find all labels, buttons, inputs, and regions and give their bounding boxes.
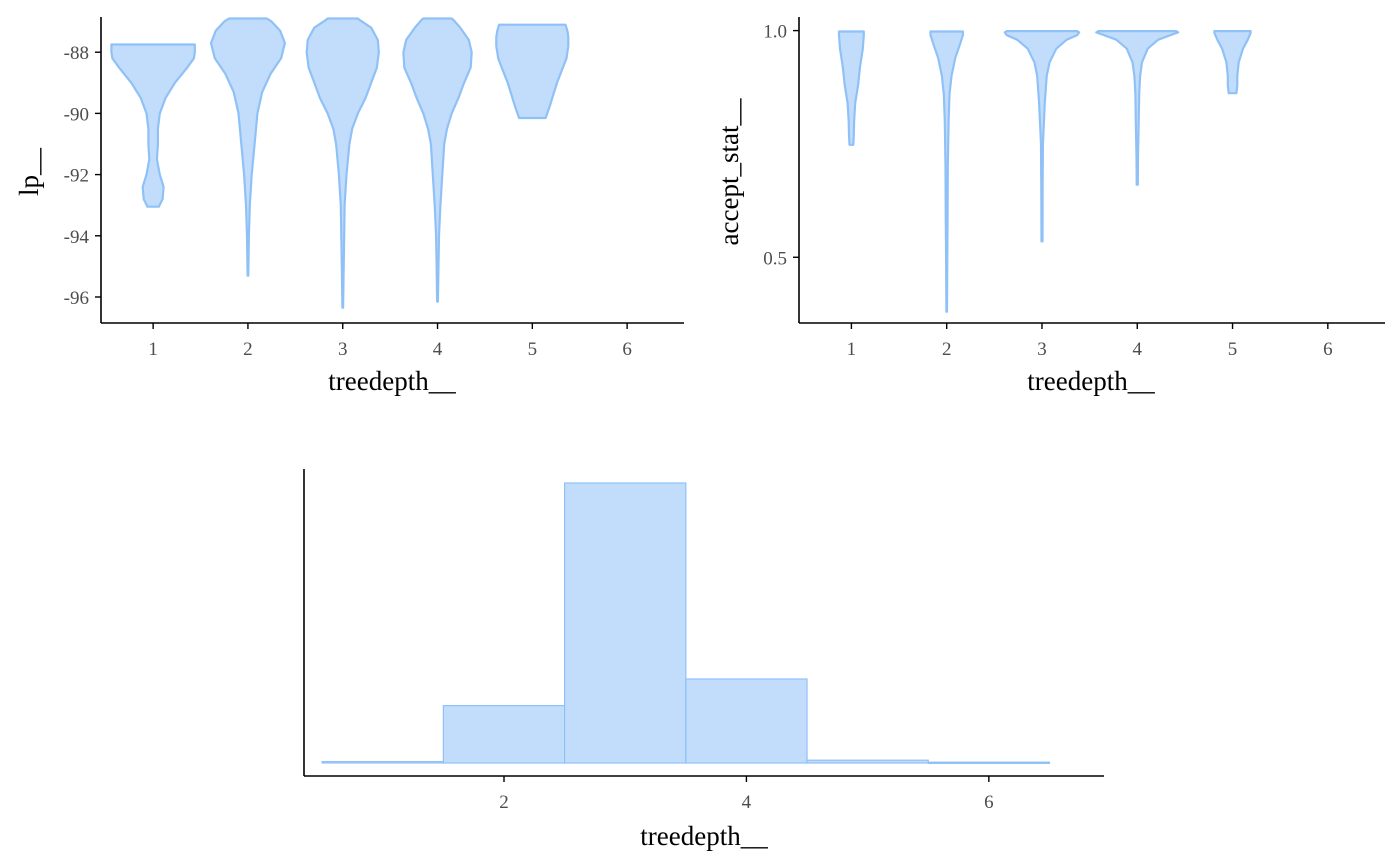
hist-bar-1	[321, 760, 444, 764]
hist-x-tick-label: 2	[499, 792, 509, 813]
lp-violin-4	[402, 17, 473, 303]
lp-x-tick-label: 6	[622, 339, 632, 360]
accept-x-tick-label: 5	[1228, 339, 1238, 360]
accept-y-ticks: 0.5 1.0	[763, 22, 799, 269]
lp-y-tick-label: -96	[64, 288, 89, 309]
hist-bar-4	[685, 678, 808, 764]
hist-bar-2	[442, 704, 566, 764]
accept-violin-2	[929, 30, 964, 313]
lp-x-ticks: 1 2 3 4 5 6	[148, 323, 632, 360]
accept-x-ticks: 1 2 3 4 5 6	[847, 323, 1333, 360]
accept-x-tick-label: 3	[1037, 339, 1047, 360]
hist-bar-3	[564, 482, 687, 764]
lp-y-tick-label: -88	[64, 43, 89, 64]
accept-y-tick-label: 1.0	[763, 22, 787, 43]
accept-violin-1	[837, 30, 865, 146]
hist-panel: 2 4 6 treedepth__	[303, 469, 1104, 851]
lp-violin-5	[495, 23, 570, 120]
accept-y-tick-label: 0.5	[763, 248, 787, 269]
hist-x-axis-title: treedepth__	[640, 821, 768, 851]
lp-violin-1	[110, 43, 196, 208]
lp-y-tick-label: -92	[64, 166, 89, 187]
lp-x-tick-label: 4	[433, 339, 443, 360]
accept-x-axis-title: treedepth__	[1027, 366, 1155, 396]
hist-x-tick-label: 4	[742, 792, 752, 813]
lp-panel: -96 -94 -92 -90 -88 1 2 3 4 5 6 treedepth__ lp__	[14, 17, 684, 396]
lp-violin-2	[209, 17, 286, 277]
lp-y-ticks: -96 -94 -92 -90 -88	[64, 43, 101, 309]
lp-y-tick-label: -90	[64, 104, 89, 125]
hist-x-ticks: 2 4 6	[499, 776, 994, 813]
accept-x-tick-label: 6	[1323, 339, 1333, 360]
hist-bars	[321, 482, 1051, 764]
lp-y-tick-label: -94	[64, 227, 90, 248]
hist-bar-5	[806, 759, 929, 764]
accept-x-tick-label: 2	[942, 339, 952, 360]
hist-x-tick-label: 6	[984, 792, 994, 813]
accept-x-tick-label: 1	[847, 339, 857, 360]
accept-violin-5	[1213, 30, 1252, 95]
lp-y-axis-title: lp__	[14, 148, 44, 197]
accept-violin-4	[1095, 30, 1180, 186]
hist-bar-6	[927, 761, 1051, 764]
lp-x-axis-title: treedepth__	[328, 366, 456, 396]
lp-x-tick-label: 2	[243, 339, 253, 360]
lp-x-tick-label: 3	[338, 339, 348, 360]
lp-x-tick-label: 1	[148, 339, 158, 360]
accept-panel: 0.5 1.0 1 2 3 4 5 6 treedepth__ accept_stat__	[714, 17, 1385, 396]
accept-violins	[837, 30, 1252, 313]
accept-y-axis-title: accept_stat__	[714, 98, 744, 245]
lp-x-tick-label: 5	[528, 339, 538, 360]
lp-violin-3	[305, 17, 380, 309]
accept-violin-3	[1003, 30, 1081, 243]
lp-violins	[110, 17, 570, 309]
accept-x-tick-label: 4	[1133, 339, 1143, 360]
